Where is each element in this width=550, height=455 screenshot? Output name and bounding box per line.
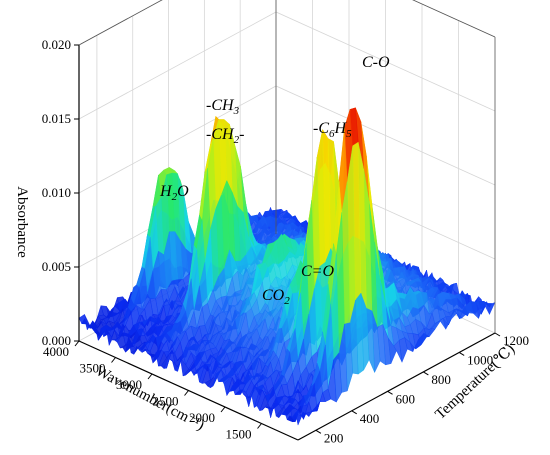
z-tick-label: 0.020 [42, 37, 71, 52]
y-tick-label: 600 [396, 391, 416, 406]
peak-label: -CH3 [206, 97, 240, 117]
peak-label: CO2 [262, 287, 290, 307]
y-tick-mark [423, 371, 429, 376]
z-tick-label: 0.010 [42, 185, 71, 200]
x-tick-mark [257, 423, 262, 429]
x-tick-label: 2500 [153, 394, 179, 409]
x-tick-mark [220, 406, 226, 413]
x-tick-label: 3000 [116, 377, 142, 392]
tick-labels: 0.000 0.005 0.010 0.015 0.020 4000 3500 3000 250… [42, 37, 529, 445]
x-tick-mark [147, 373, 153, 380]
y-tick-mark [458, 352, 465, 356]
z-axis-title: Absorbance [14, 186, 30, 258]
x-tick-label: 4000 [43, 344, 69, 359]
peak-label: H2O [159, 183, 189, 203]
y-tick-mark [315, 429, 322, 434]
peak-label: -C6H5 [313, 120, 352, 140]
peak-annotations: H2O -CH3 -CH2- CO2 C=O -C6H5 C-O [159, 54, 390, 307]
peak-label: C-O [362, 54, 390, 71]
z-tick-label: 0.000 [42, 333, 71, 348]
x-tick-mark [74, 340, 80, 347]
peak-label: -CH2- [206, 126, 244, 146]
y-tick-label: 400 [360, 411, 380, 426]
z-tick-label: 0.015 [42, 111, 71, 126]
x-tick-label: 3500 [80, 361, 106, 376]
x-tick-mark [111, 357, 116, 363]
surface-cell [295, 411, 304, 426]
surface [78, 107, 496, 426]
y-tick-label: 800 [431, 372, 451, 387]
top-edge-left [78, 0, 163, 46]
x-tick-label: 2000 [189, 410, 215, 425]
x-tick-label: 1500 [226, 427, 252, 442]
top-edge-right [412, 0, 496, 38]
y-axis-line [297, 332, 496, 441]
y-tick-mark [351, 410, 357, 415]
y-tick-label: 1200 [503, 333, 529, 348]
y-tick-mark [387, 390, 393, 395]
x-tick-mark [184, 390, 189, 396]
z-tick-label: 0.005 [42, 259, 71, 274]
peak-label: C=O [301, 263, 334, 280]
y-tick-label: 200 [324, 430, 344, 445]
x-axis-title: Wavenumber(cm⁻¹) [93, 363, 207, 434]
y-tick-mark [494, 332, 501, 337]
y-tick-label: 1000 [467, 352, 493, 367]
